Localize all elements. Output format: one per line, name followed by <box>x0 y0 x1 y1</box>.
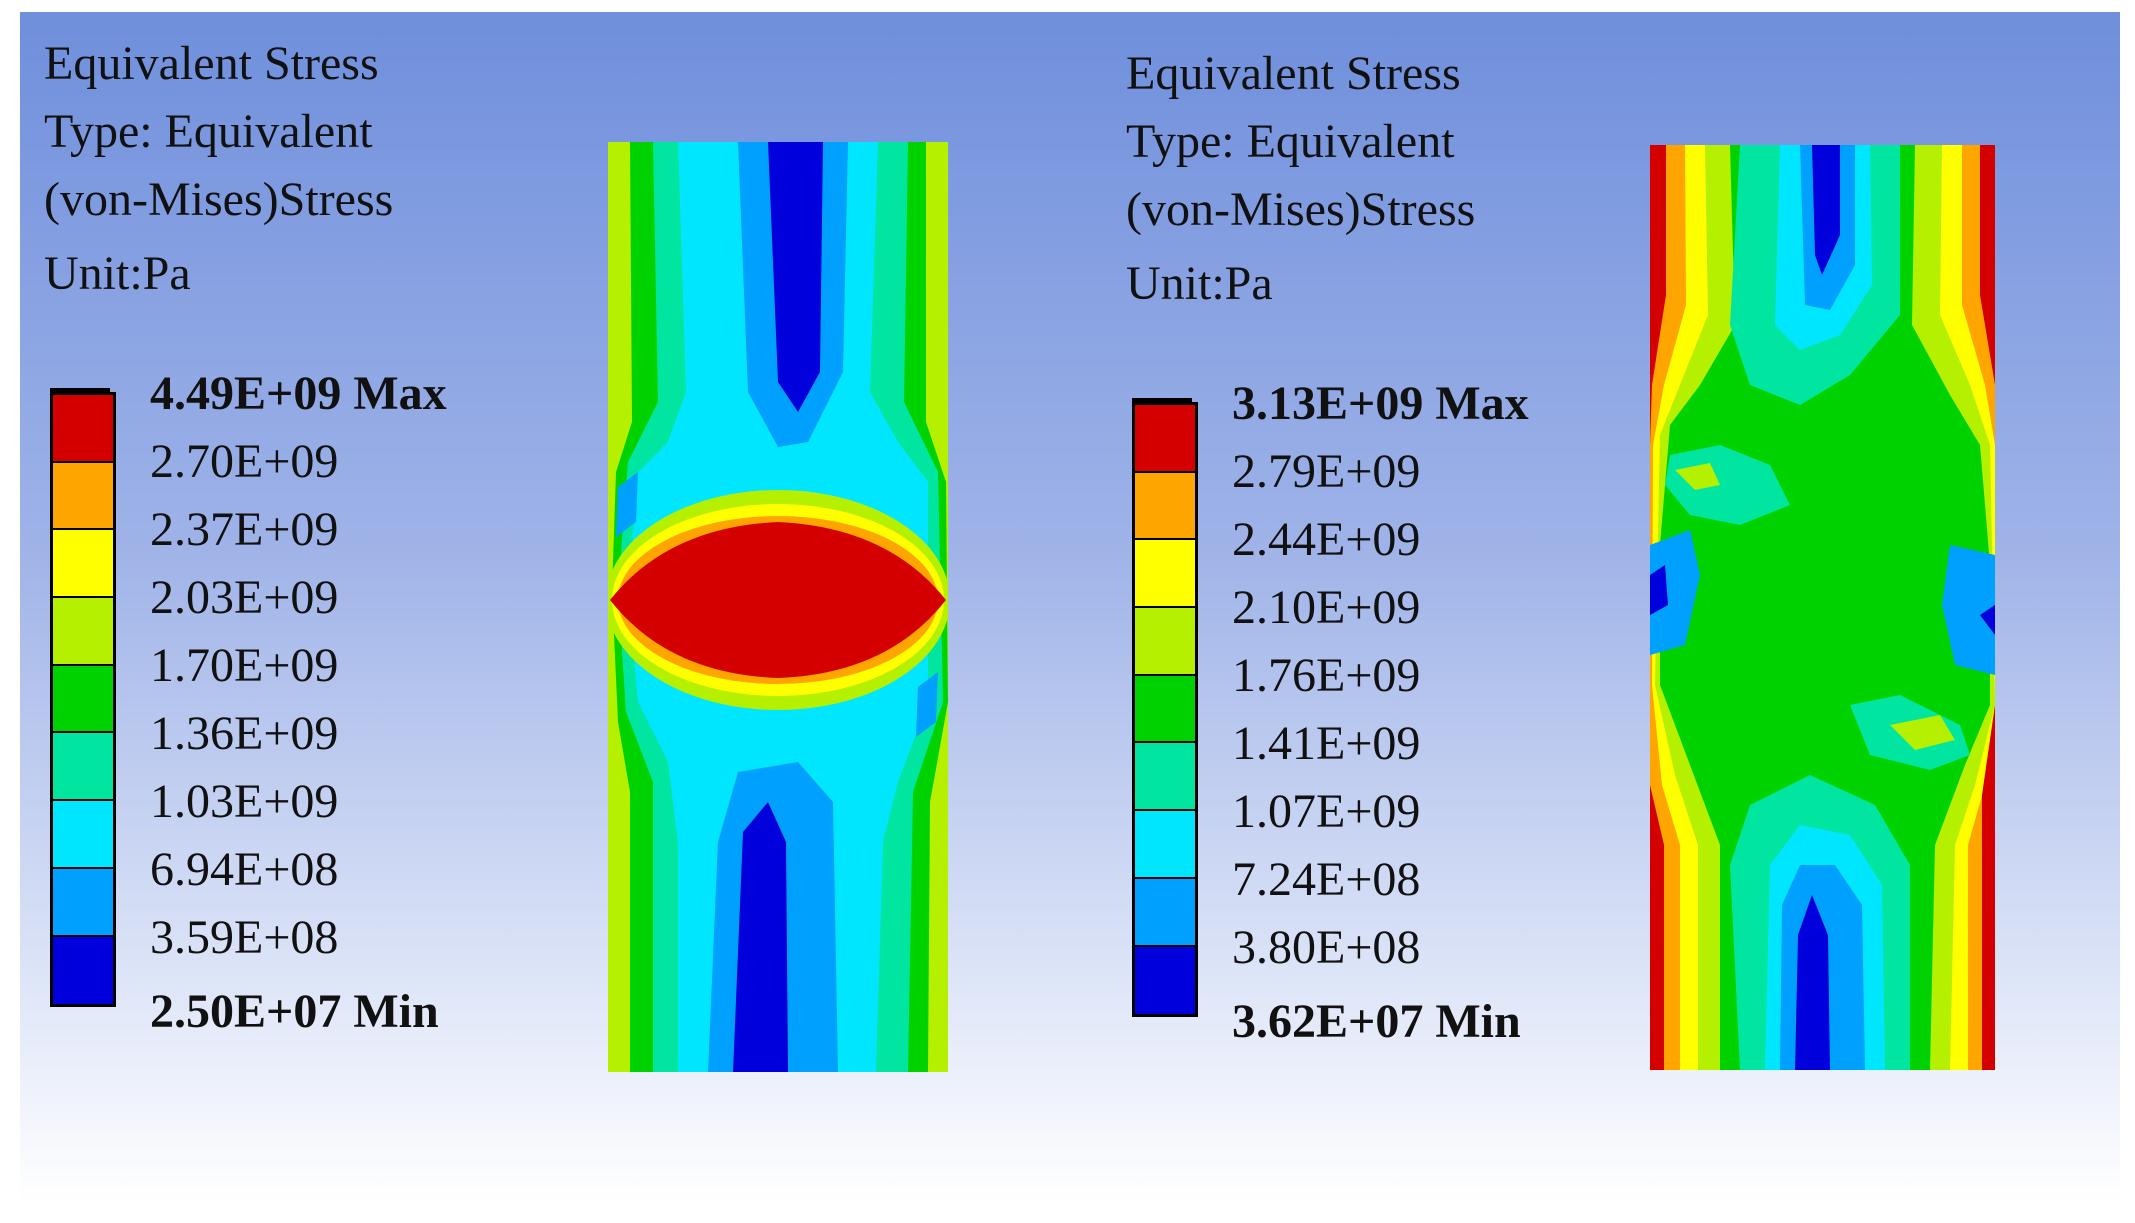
left-level-2: 2.37E+09 <box>150 503 339 556</box>
right-patch-lower-right-hot <box>1890 715 1955 750</box>
left-hot-core <box>610 522 946 678</box>
right-patch-right-blue <box>1942 545 1995 675</box>
right-seg-5 <box>1135 675 1195 744</box>
left-seg-3 <box>53 530 113 599</box>
right-level-8: 3.80E+08 <box>1232 921 1421 974</box>
right-stress-plot <box>1650 145 1995 1070</box>
right-seg-9 <box>1135 946 1195 1015</box>
right-level-3: 2.10E+09 <box>1232 581 1421 634</box>
right-patch-left-core <box>1650 565 1668 615</box>
left-seg-1 <box>53 395 113 463</box>
right-patch-right-core <box>1980 605 1995 635</box>
left-seg-8 <box>53 868 113 937</box>
right-level-7: 7.24E+08 <box>1232 853 1421 906</box>
left-seg-4 <box>53 598 113 666</box>
right-seg-8 <box>1135 878 1195 947</box>
viewport: Equivalent Stress Type: Equivalent (von-… <box>20 12 2120 1202</box>
right-level-1: 2.79E+09 <box>1232 445 1421 498</box>
left-level-8: 3.59E+08 <box>150 911 339 964</box>
right-seg-7 <box>1135 811 1195 879</box>
right-seg-2 <box>1135 472 1195 541</box>
left-level-3: 2.03E+09 <box>150 571 339 624</box>
right-seg-4 <box>1135 608 1195 676</box>
left-patch-lower <box>916 672 938 737</box>
left-seg-2 <box>53 462 113 531</box>
right-seg-6 <box>1135 743 1195 812</box>
left-level-4: 1.70E+09 <box>150 639 339 692</box>
left-info: Equivalent Stress Type: Equivalent (von-… <box>44 40 393 318</box>
right-max-label: 3.13E+09 Max <box>1232 377 1529 430</box>
right-min-label: 3.62E+07 Min <box>1232 995 1521 1048</box>
left-unit: Unit:Pa <box>44 247 191 300</box>
left-band-top-core <box>768 142 823 412</box>
right-patch-upper-left-hot <box>1675 463 1720 490</box>
left-scale-cap <box>50 388 110 392</box>
right-band-top-core <box>1812 145 1840 275</box>
left-patch-upper <box>616 472 638 537</box>
left-title: Equivalent Stress <box>44 37 379 90</box>
left-level-6: 1.03E+09 <box>150 775 339 828</box>
right-band-edge-left-1 <box>1650 145 1666 1070</box>
left-panel: Equivalent Stress Type: Equivalent (von-… <box>20 12 1060 1112</box>
right-type-line: Type: Equivalent <box>1126 115 1455 168</box>
left-band-edge-right-3 <box>926 142 948 1072</box>
left-seg-7 <box>53 801 113 869</box>
right-band-bottom-core <box>1795 895 1830 1070</box>
left-stress-plot <box>608 142 948 1072</box>
right-level-5: 1.41E+09 <box>1232 717 1421 770</box>
right-level-6: 1.07E+09 <box>1232 785 1421 838</box>
left-min-label: 2.50E+07 Min <box>150 985 439 1038</box>
right-type-detail: (von-Mises)Stress <box>1126 183 1476 236</box>
left-level-1: 2.70E+09 <box>150 435 339 488</box>
right-patch-left-blue <box>1650 530 1700 655</box>
left-type-detail: (von-Mises)Stress <box>44 173 394 226</box>
right-seg-1 <box>1135 405 1195 473</box>
right-scale-cap <box>1132 398 1192 402</box>
right-unit: Unit:Pa <box>1126 257 1273 310</box>
left-level-7: 6.94E+08 <box>150 843 339 896</box>
left-seg-6 <box>53 733 113 802</box>
right-info: Equivalent Stress Type: Equivalent (von-… <box>1126 50 1475 328</box>
right-panel: Equivalent Stress Type: Equivalent (von-… <box>1080 12 2120 1112</box>
left-type-line: Type: Equivalent <box>44 105 373 158</box>
left-level-5: 1.36E+09 <box>150 707 339 760</box>
right-color-bar <box>1132 402 1198 1018</box>
right-patch-upper-left <box>1665 445 1790 525</box>
left-max-label: 4.49E+09 Max <box>150 367 447 420</box>
left-band-bottom-core <box>733 802 788 1072</box>
left-band-edge-left-3 <box>608 142 632 1072</box>
right-seg-3 <box>1135 540 1195 609</box>
left-seg-9 <box>53 936 113 1005</box>
right-band-edge-right-1 <box>1980 145 1995 1070</box>
left-color-bar <box>50 392 116 1008</box>
right-title: Equivalent Stress <box>1126 47 1461 100</box>
left-seg-5 <box>53 665 113 734</box>
right-level-4: 1.76E+09 <box>1232 649 1421 702</box>
right-level-2: 2.44E+09 <box>1232 513 1421 566</box>
